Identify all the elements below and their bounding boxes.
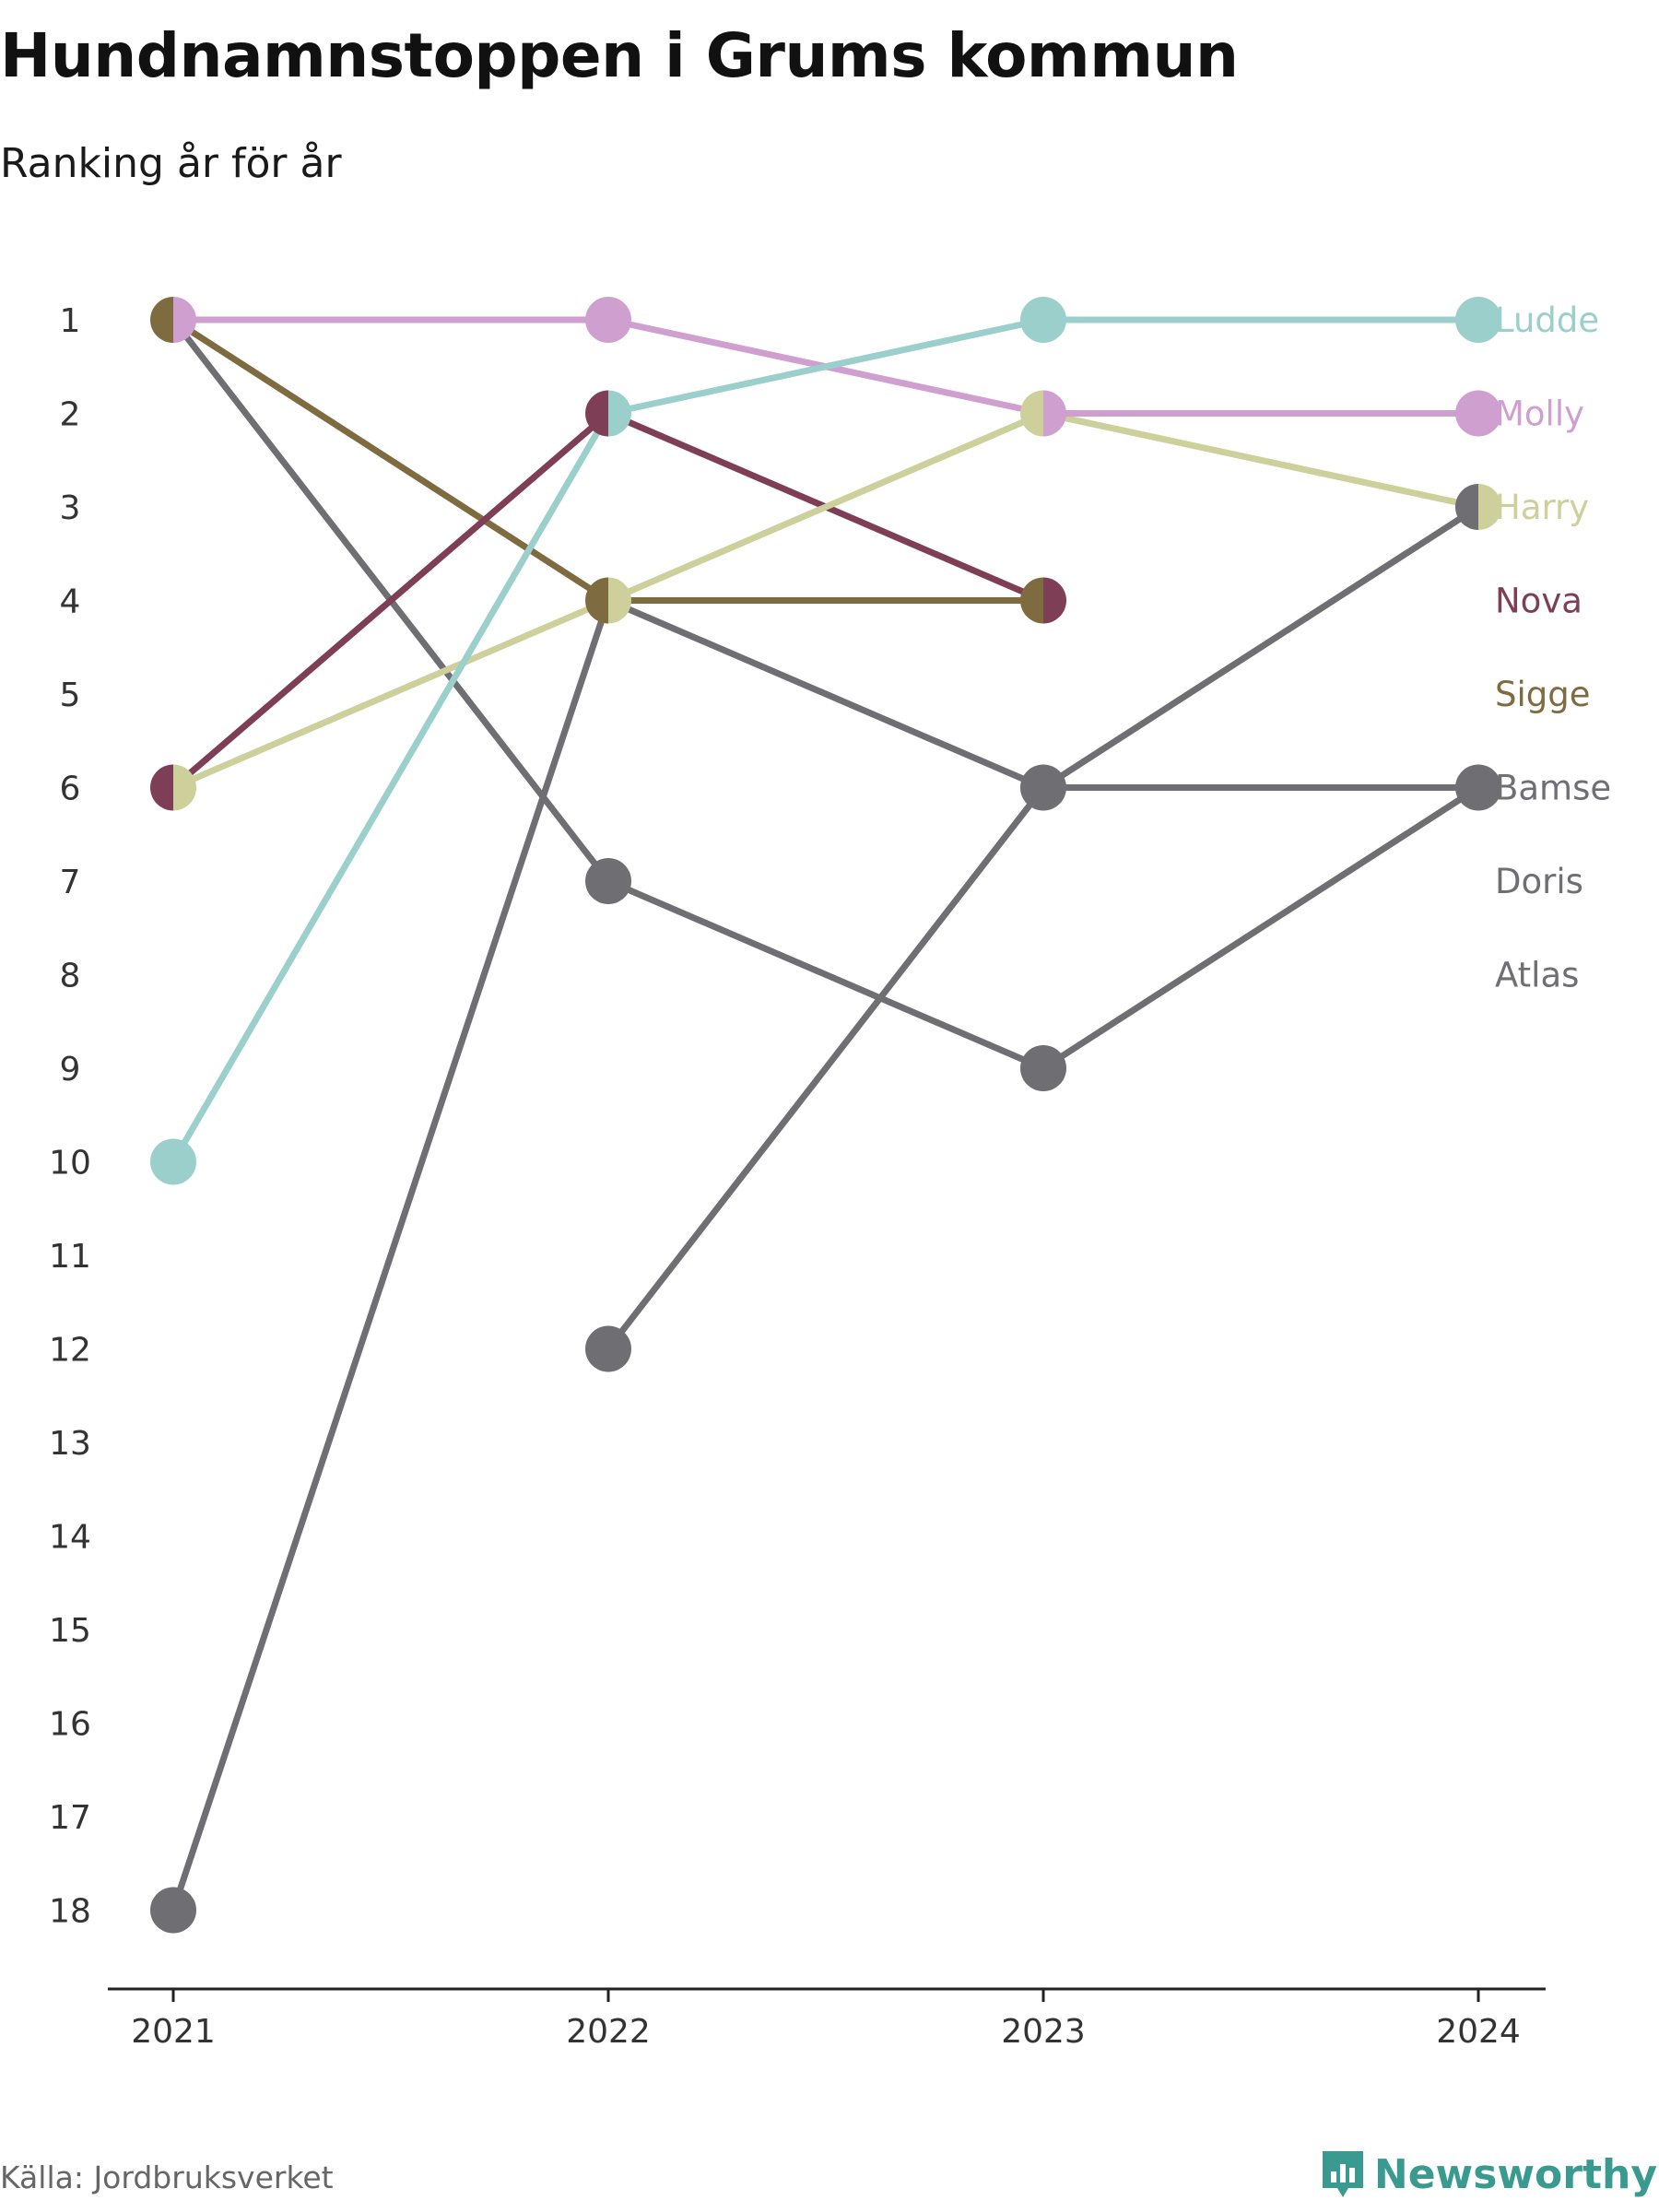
- series-label-doris: Doris: [1495, 862, 1583, 901]
- point-nova-2022: [585, 390, 608, 437]
- y-tick-label: 1: [60, 302, 81, 340]
- brand-name: Newsworthy: [1373, 2150, 1657, 2198]
- point-doris-2023: [1020, 1045, 1066, 1091]
- series-label-ludde: Ludde: [1495, 300, 1599, 340]
- y-tick-label: 14: [49, 1519, 91, 1557]
- y-tick-label: 6: [60, 771, 81, 808]
- chart-title: Hundnamnstoppen i Grums kommun: [0, 20, 1239, 91]
- series-line-ludde: [170, 316, 1482, 1165]
- point-ludde-2022: [608, 390, 631, 437]
- point-molly-2023: [1043, 390, 1066, 437]
- point-sigge-2022: [585, 577, 608, 624]
- point-doris-atlas-2024: [1455, 764, 1501, 811]
- chart-subtitle: Ranking år för år: [0, 140, 342, 187]
- y-tick-label: 11: [49, 1238, 91, 1276]
- y-tick-label: 15: [49, 1612, 91, 1650]
- series-points: [150, 297, 1501, 1934]
- point-nova-2023: [1043, 577, 1066, 624]
- y-tick-label: 5: [60, 677, 81, 714]
- point-molly-2021: [173, 297, 196, 343]
- y-tick-label: 9: [60, 1051, 81, 1088]
- series-labels: Ludde Molly Harry Nova Sigge Bamse Doris Atlas: [1495, 300, 1611, 995]
- point-harry-2021: [173, 764, 197, 811]
- y-tick-label: 18: [49, 1893, 91, 1931]
- x-tick-label: 2021: [131, 2013, 216, 2051]
- y-tick-label: 13: [49, 1425, 91, 1463]
- point-ludde-2021: [150, 1138, 196, 1185]
- y-tick-label: 2: [60, 396, 81, 434]
- y-tick-label: 8: [60, 958, 81, 995]
- point-sigge-2021: [150, 297, 173, 343]
- source-note: Källa: Jordbruksverket: [0, 2159, 334, 2195]
- series-label-sigge: Sigge: [1495, 675, 1591, 714]
- y-tick-label: 4: [60, 583, 81, 621]
- x-tick-label: 2024: [1436, 2013, 1521, 2051]
- y-tick-label: 7: [60, 864, 81, 901]
- point-harry-2022: [608, 577, 631, 624]
- series-line-sigge: [170, 316, 1047, 604]
- brand-logo: Newsworthy: [1319, 2147, 1657, 2201]
- series-label-atlas: Atlas: [1495, 956, 1579, 995]
- y-tick-label: 16: [49, 1706, 91, 1744]
- series-line-harry: [170, 410, 1482, 791]
- series-label-harry: Harry: [1495, 488, 1589, 527]
- series-label-nova: Nova: [1495, 582, 1583, 621]
- point-bamse-atlas-2023: [1020, 764, 1066, 811]
- y-tick-label: 10: [49, 1145, 91, 1182]
- newsworthy-logo-icon: [1322, 2151, 1363, 2197]
- series-label-bamse: Bamse: [1495, 769, 1611, 808]
- point-nova-2021: [150, 764, 173, 811]
- point-doris-2022: [585, 858, 631, 904]
- point-atlas-2021: [150, 1887, 196, 1934]
- point-harry-2023: [1020, 390, 1043, 437]
- series-line-atlas: [170, 597, 1482, 1913]
- point-molly-2024: [1455, 390, 1501, 437]
- series-label-molly: Molly: [1495, 394, 1584, 434]
- point-ludde-2023: [1020, 297, 1066, 343]
- point-sigge-2023: [1020, 577, 1043, 624]
- point-bamse-2022: [585, 1325, 631, 1372]
- y-tick-label: 12: [49, 1332, 91, 1370]
- x-tick-label: 2022: [566, 2013, 651, 2051]
- series-lines: [170, 316, 1482, 1913]
- y-tick-label: 17: [49, 1799, 91, 1837]
- point-harry-2024: [1478, 484, 1501, 530]
- y-tick-label: 3: [60, 489, 81, 527]
- point-molly-2022: [585, 297, 631, 343]
- point-ludde-2024: [1455, 297, 1501, 343]
- bump-chart: 2021 2022 2023 2024 12345678910111213141516…: [49, 297, 1611, 2051]
- x-axis: 2021 2022 2023 2024: [108, 1987, 1546, 2051]
- series-line-bamse: [605, 503, 1482, 1352]
- point-bamse-2024: [1455, 484, 1478, 530]
- x-tick-label: 2023: [1001, 2013, 1086, 2051]
